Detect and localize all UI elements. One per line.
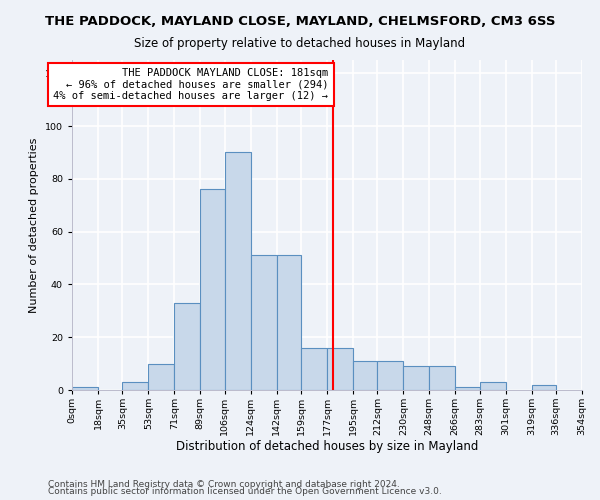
Bar [455,388,480,390]
Text: THE PADDOCK MAYLAND CLOSE: 181sqm
← 96% of detached houses are smaller (294)
4% : THE PADDOCK MAYLAND CLOSE: 181sqm ← 96% … [53,68,328,101]
X-axis label: Distribution of detached houses by size in Mayland: Distribution of detached houses by size … [176,440,478,452]
Bar [480,382,506,390]
Bar [148,364,174,390]
Y-axis label: Number of detached properties: Number of detached properties [29,138,40,312]
Bar [403,366,429,390]
Bar [200,190,225,390]
Bar [277,256,301,390]
Bar [301,348,327,390]
Bar [225,152,251,390]
Text: Contains HM Land Registry data © Crown copyright and database right 2024.: Contains HM Land Registry data © Crown c… [48,480,400,489]
Bar [122,382,148,390]
Text: THE PADDOCK, MAYLAND CLOSE, MAYLAND, CHELMSFORD, CM3 6SS: THE PADDOCK, MAYLAND CLOSE, MAYLAND, CHE… [45,15,555,28]
Bar [377,361,403,390]
Bar [72,388,98,390]
Text: Contains public sector information licensed under the Open Government Licence v3: Contains public sector information licen… [48,487,442,496]
Bar [174,303,200,390]
Bar [532,384,556,390]
Bar [327,348,353,390]
Bar [353,361,377,390]
Bar [429,366,455,390]
Text: Size of property relative to detached houses in Mayland: Size of property relative to detached ho… [134,38,466,51]
Bar [251,256,277,390]
